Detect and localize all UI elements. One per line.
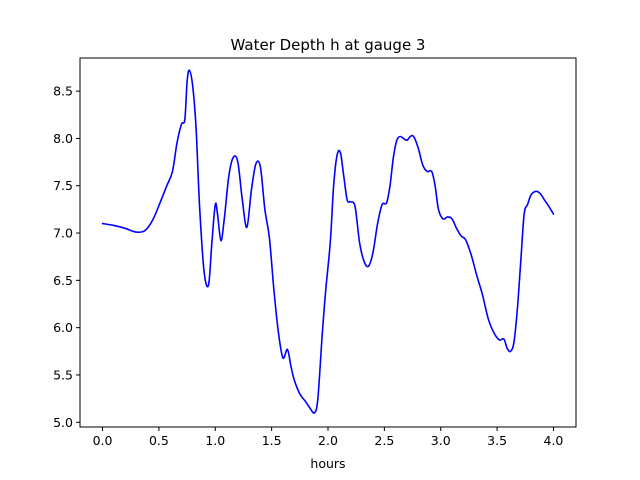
x-tick-label: 0.5 (149, 433, 169, 448)
y-tick-label: 8.5 (53, 84, 73, 99)
plot-frame (79, 57, 577, 428)
y-tick-label: 6.0 (53, 320, 73, 335)
y-tick-label: 8.0 (53, 131, 73, 146)
x-tick-label: 3.5 (487, 433, 507, 448)
y-tick-label: 6.5 (53, 273, 73, 288)
x-tick-label: 4.0 (544, 433, 564, 448)
x-tick-label: 0.0 (93, 433, 113, 448)
x-tick-label: 3.0 (431, 433, 451, 448)
y-axis-ticks: 5.0 5.5 6.0 6.5 7.0 7.5 8.0 8.5 (53, 84, 80, 430)
y-tick-label: 5.0 (53, 415, 73, 430)
y-tick-label: 5.5 (53, 367, 73, 382)
x-axis-label: hours (310, 456, 345, 471)
x-tick-label: 1.5 (262, 433, 282, 448)
x-tick-label: 2.0 (318, 433, 338, 448)
x-tick-label: 1.0 (205, 433, 225, 448)
x-axis-ticks: 0.0 0.5 1.0 1.5 2.0 2.5 3.0 3.5 4.0 (93, 427, 564, 448)
y-tick-label: 7.5 (53, 178, 73, 193)
line-layer (101, 69, 555, 414)
chart-title: Water Depth h at gauge 3 (231, 36, 426, 54)
series-line-0 (101, 69, 555, 414)
y-tick-label: 7.0 (53, 226, 73, 241)
x-tick-label: 2.5 (374, 433, 394, 448)
